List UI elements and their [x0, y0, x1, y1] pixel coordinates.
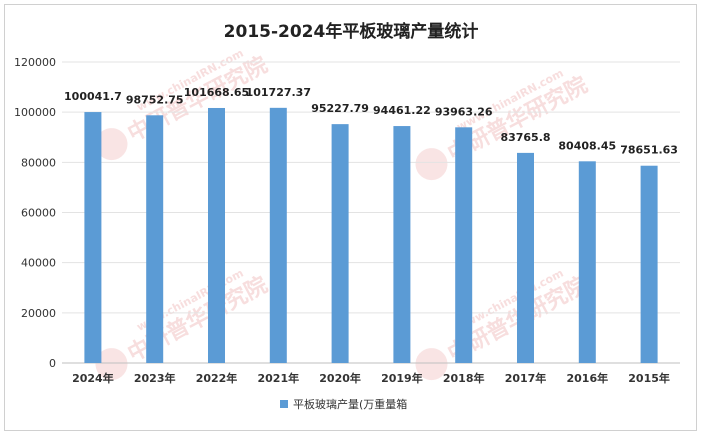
- data-label: 98752.75: [126, 93, 184, 106]
- data-label: 83765.8: [500, 131, 550, 144]
- data-label: 101668.65: [184, 86, 249, 99]
- data-label: 93963.26: [435, 105, 493, 118]
- data-label: 78651.63: [620, 144, 678, 157]
- x-tick-label: 2016年: [566, 371, 608, 385]
- x-tick-label: 2024年: [72, 371, 114, 385]
- y-tick-label: 60000: [21, 207, 56, 220]
- bar: [455, 127, 473, 363]
- bar: [640, 165, 658, 363]
- legend-label: 平板玻璃产量(万重量箱: [293, 397, 407, 411]
- data-labels: 100041.7 98752.75101668.65101727.3795227.…: [64, 86, 678, 157]
- data-label: 100041.7: [64, 90, 122, 103]
- data-label: 80408.45: [558, 139, 616, 152]
- grid-lines: [62, 61, 680, 364]
- bar: [578, 161, 596, 363]
- x-axis: 2024年 2023年 2022年 2021年 2020年 2019年 2018年 2017年…: [72, 371, 670, 385]
- data-label: 95227.79: [311, 102, 369, 115]
- watermark-logo-icon: [95, 128, 128, 161]
- y-axis: 0 20000 40000 60000 80000 100000 120000: [14, 56, 56, 370]
- watermark-logo-icon: [95, 348, 128, 381]
- legend-swatch: [280, 400, 288, 408]
- x-tick-label: 2022年: [196, 371, 238, 385]
- bar: [393, 126, 411, 363]
- x-tick-label: 2023年: [134, 371, 176, 385]
- y-tick-label: 100000: [14, 106, 56, 119]
- bar: [208, 107, 225, 363]
- watermark-logo-icon: [415, 148, 448, 181]
- bar: [269, 107, 287, 363]
- y-tick-label: 80000: [21, 156, 56, 169]
- data-label: 101727.37: [246, 86, 311, 99]
- legend: 平板玻璃产量(万重量箱: [280, 397, 407, 411]
- y-tick-label: 120000: [14, 56, 56, 69]
- x-tick-label: 2021年: [257, 371, 299, 385]
- x-tick-label: 2019年: [381, 371, 423, 385]
- x-tick-label: 2017年: [505, 371, 547, 385]
- y-tick-label: 0: [49, 357, 56, 370]
- y-tick-label: 20000: [21, 307, 56, 320]
- x-tick-label: 2015年: [628, 371, 670, 385]
- bar: [517, 152, 534, 363]
- watermark-logo-icon: [415, 348, 448, 381]
- chart-title: 2015-2024年平板玻璃产量统计: [224, 21, 479, 42]
- x-tick-label: 2018年: [443, 371, 485, 385]
- x-tick-label: 2020年: [319, 371, 361, 385]
- bar-series: [84, 107, 658, 363]
- y-tick-label: 40000: [21, 257, 56, 270]
- bar: [331, 124, 349, 363]
- data-label: 94461.22: [373, 104, 431, 117]
- bar: [84, 112, 102, 363]
- bar: [146, 115, 164, 363]
